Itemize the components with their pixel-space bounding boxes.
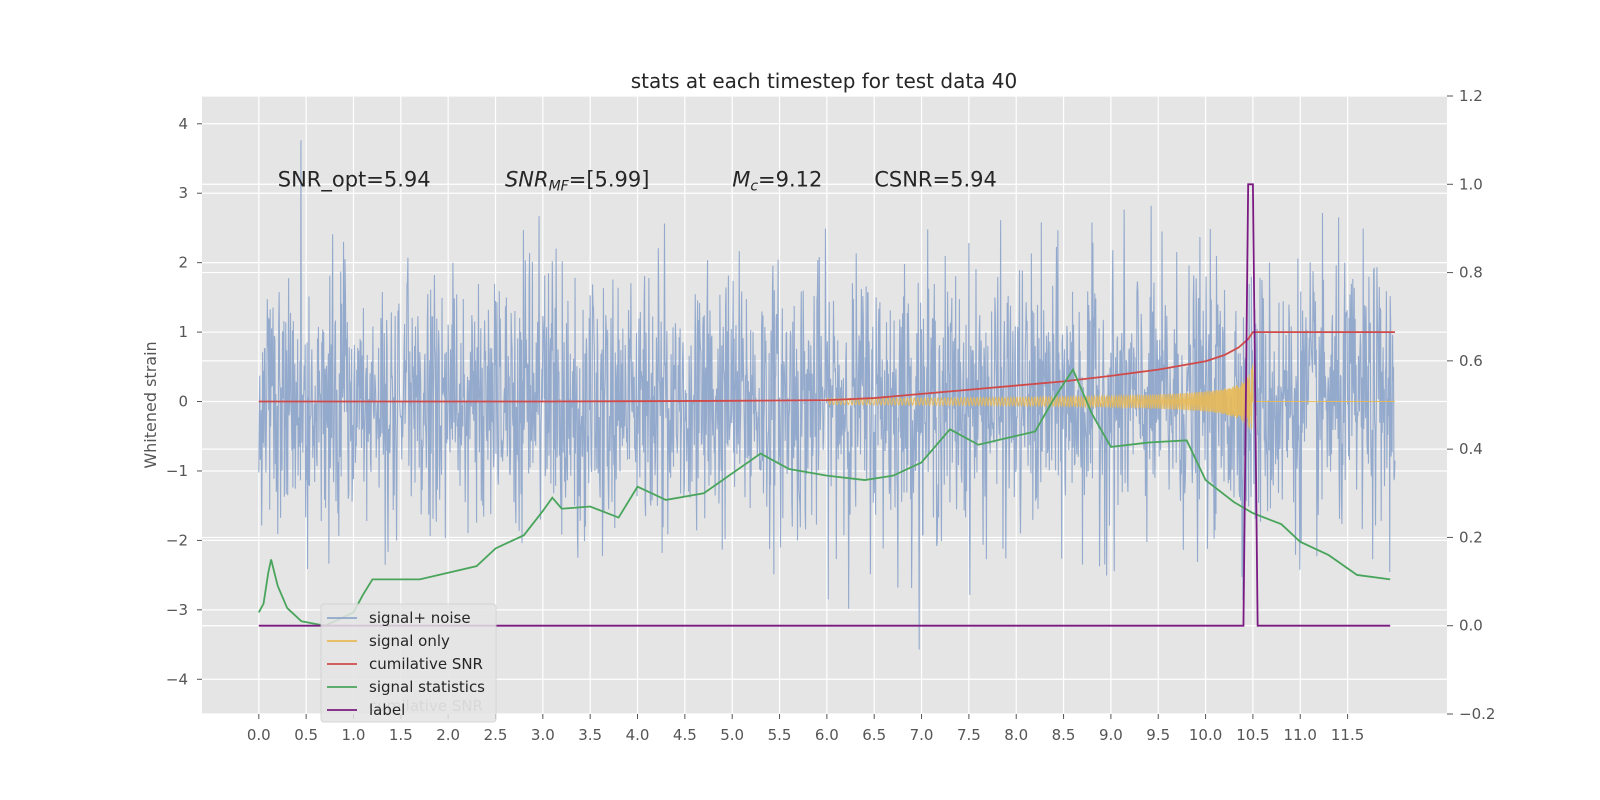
y-tick-label-left: 4: [178, 115, 188, 133]
y-tick-label-right: 0.6: [1459, 352, 1483, 370]
x-tick-label: 8.0: [1004, 726, 1028, 744]
x-tick-label: 10.5: [1236, 726, 1269, 744]
x-tick-label: 7.0: [910, 726, 934, 744]
x-tick-label: 1.0: [342, 726, 366, 744]
y-tick-label-right: −0.2: [1459, 705, 1495, 723]
y-axis-label: Whitened strain: [141, 341, 160, 468]
y-tick-label-right: 0.8: [1459, 264, 1483, 282]
y-tick-label-left: −2: [166, 531, 188, 549]
x-tick-label: 3.5: [578, 726, 602, 744]
x-tick-label: 0.0: [247, 726, 271, 744]
cumilative-snr-line: [258, 331, 1395, 403]
y-tick-label-right: 0.4: [1459, 440, 1483, 458]
legend-label: signal+ noise: [369, 609, 471, 627]
x-tick-label: 5.0: [720, 726, 744, 744]
x-tick-label: 11.5: [1331, 726, 1364, 744]
x-tick-label: 2.5: [484, 726, 508, 744]
annotation: Mc=9.12: [732, 167, 822, 194]
signal-only-line: [826, 364, 1395, 429]
legend-box: [320, 603, 497, 723]
x-tick-label: 4.0: [626, 726, 650, 744]
y-tick-label-left: 0: [178, 393, 188, 411]
legend: cumilative SNR signal+ noise signal only cu…: [320, 603, 497, 723]
y-tick-label-right: 1.2: [1459, 87, 1483, 105]
x-tick-label: 10.0: [1189, 726, 1222, 744]
label-line: [258, 183, 1391, 627]
legend-label: label: [369, 701, 405, 719]
y-tick-label-right: 0.0: [1459, 617, 1483, 635]
chart-title: stats at each timestep for test data 40: [631, 69, 1017, 93]
x-tick-label: 2.0: [436, 726, 460, 744]
y-tick-label-right: 1.0: [1459, 175, 1483, 193]
legend-label: signal only: [369, 632, 450, 650]
annotations: SNR_opt=5.94 SNRMF=[5.99] Mc=9.12 CSNR=5.94: [278, 167, 997, 194]
signal-only-series: [826, 364, 1395, 429]
axes: 0.0 0.5 1.0 1.5 2.0 2.5 3.0 3.5 4.0 4.5 5.0 5.5 6.0 6…: [166, 87, 1496, 744]
y-tick-label-left: −4: [166, 670, 188, 688]
annotation: CSNR=5.94: [874, 167, 997, 191]
x-tick-label: 6.0: [815, 726, 839, 744]
signal-noise-line: [258, 140, 1396, 650]
x-tick-label: 9.5: [1146, 726, 1170, 744]
legend-label: signal statistics: [369, 678, 485, 696]
x-tick-label: 4.5: [673, 726, 697, 744]
x-tick-label: 8.5: [1052, 726, 1076, 744]
legend-label: cumilative SNR: [369, 655, 483, 673]
y-tick-label-left: 3: [178, 184, 188, 202]
x-tick-label: 0.5: [294, 726, 318, 744]
annotation: SNRMF=[5.99]: [505, 167, 650, 194]
annotation: SNR_opt=5.94: [278, 167, 431, 192]
x-tick-label: 6.5: [862, 726, 886, 744]
y-tick-label-left: 2: [178, 254, 188, 272]
signal-noise-series: [258, 140, 1396, 650]
y-tick-label-right: 0.2: [1459, 528, 1483, 546]
x-tick-label: 3.0: [531, 726, 555, 744]
x-tick-label: 11.0: [1284, 726, 1317, 744]
x-tick-label: 1.5: [389, 726, 413, 744]
y-tick-label-left: 1: [178, 323, 188, 341]
x-tick-label: 9.0: [1099, 726, 1123, 744]
y-tick-label-left: −1: [166, 462, 188, 480]
x-tick-label: 7.5: [957, 726, 981, 744]
y-tick-label-left: −3: [166, 601, 188, 619]
x-tick-label: 5.5: [768, 726, 792, 744]
legend-ghost-text: cumilative SNR: [369, 697, 483, 715]
